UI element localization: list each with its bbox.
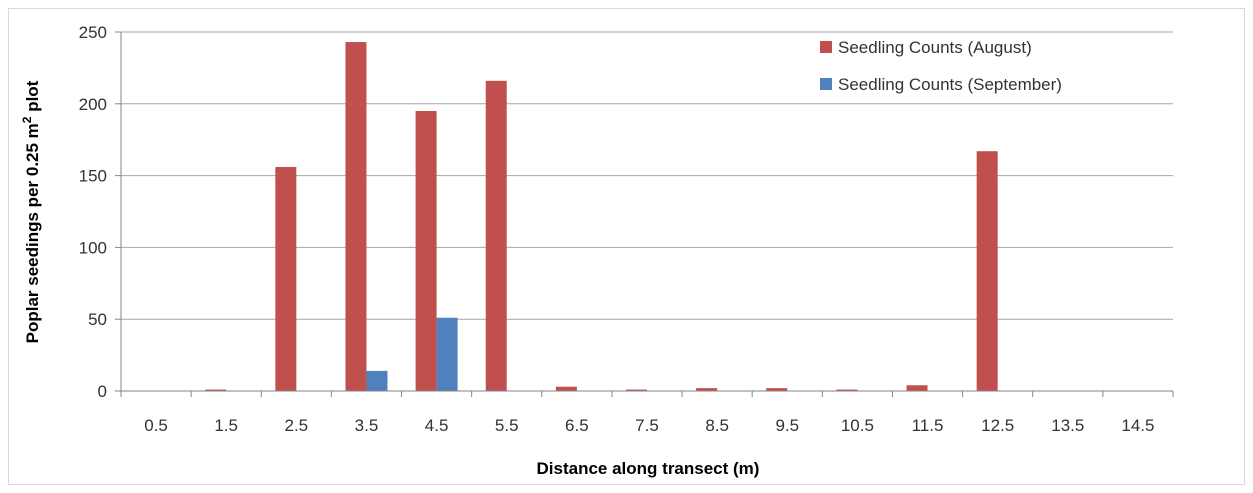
x-axis-title: Distance along transect (m) <box>537 459 760 478</box>
y-tick-label: 0 <box>98 382 107 401</box>
y-tick-labels: 0 50 100 150 200 250 <box>79 23 107 401</box>
bar-august <box>205 389 227 391</box>
x-tick-label: 13.5 <box>1051 416 1084 435</box>
bar-august <box>766 388 788 391</box>
x-tick-labels: 0.5 1.5 2.5 3.5 4.5 5.5 6.5 7.5 8.5 9.5 10.5 11.5 12… <box>144 416 1154 435</box>
x-tick-label: 10.5 <box>841 416 874 435</box>
x-tick-label: 4.5 <box>425 416 449 435</box>
bar-august <box>345 42 367 391</box>
x-tick-label: 2.5 <box>285 416 309 435</box>
bar-august <box>696 388 718 391</box>
bar-august <box>836 389 858 391</box>
bar-september <box>436 317 458 391</box>
legend: Seedling Counts (August) Seedling Counts… <box>820 38 1062 94</box>
x-tick-label: 12.5 <box>981 416 1014 435</box>
bars <box>205 42 998 391</box>
bar-august <box>485 80 507 391</box>
x-tick-label: 1.5 <box>214 416 238 435</box>
x-tick-label: 0.5 <box>144 416 168 435</box>
x-tick-label: 3.5 <box>355 416 379 435</box>
x-tick-label: 7.5 <box>635 416 659 435</box>
bar-august <box>275 166 297 391</box>
y-tick-label: 250 <box>79 23 107 42</box>
axes <box>115 31 1174 397</box>
x-tick-label: 14.5 <box>1121 416 1154 435</box>
bar-august <box>626 389 647 391</box>
y-tick-label: 50 <box>88 310 107 329</box>
legend-swatch-august <box>820 41 832 53</box>
y-axis-title-suffix: plot <box>23 80 42 116</box>
y-tick-label: 150 <box>79 167 107 186</box>
x-tick-label: 9.5 <box>775 416 799 435</box>
chart-frame <box>8 8 1245 485</box>
legend-label-september: Seedling Counts (September) <box>838 75 1062 94</box>
y-axis-title: Poplar seedings per 0.25 m2 plot <box>20 80 42 343</box>
bar-september <box>366 370 388 391</box>
x-tick-label: 6.5 <box>565 416 589 435</box>
y-axis-title-superscript: 2 <box>20 116 34 123</box>
legend-label-august: Seedling Counts (August) <box>838 38 1032 57</box>
bar-august <box>906 385 928 391</box>
legend-swatch-september <box>820 78 832 90</box>
x-tick-label: 8.5 <box>705 416 729 435</box>
y-tick-label: 100 <box>79 238 107 257</box>
x-tick-label: 11.5 <box>912 416 944 435</box>
bar-august <box>555 386 577 391</box>
y-axis-title-main: Poplar seedings per 0.25 m <box>23 123 42 343</box>
x-tick-label: 5.5 <box>495 416 519 435</box>
bar-august <box>976 151 998 391</box>
y-tick-label: 200 <box>79 95 107 114</box>
bar-august <box>415 110 437 391</box>
